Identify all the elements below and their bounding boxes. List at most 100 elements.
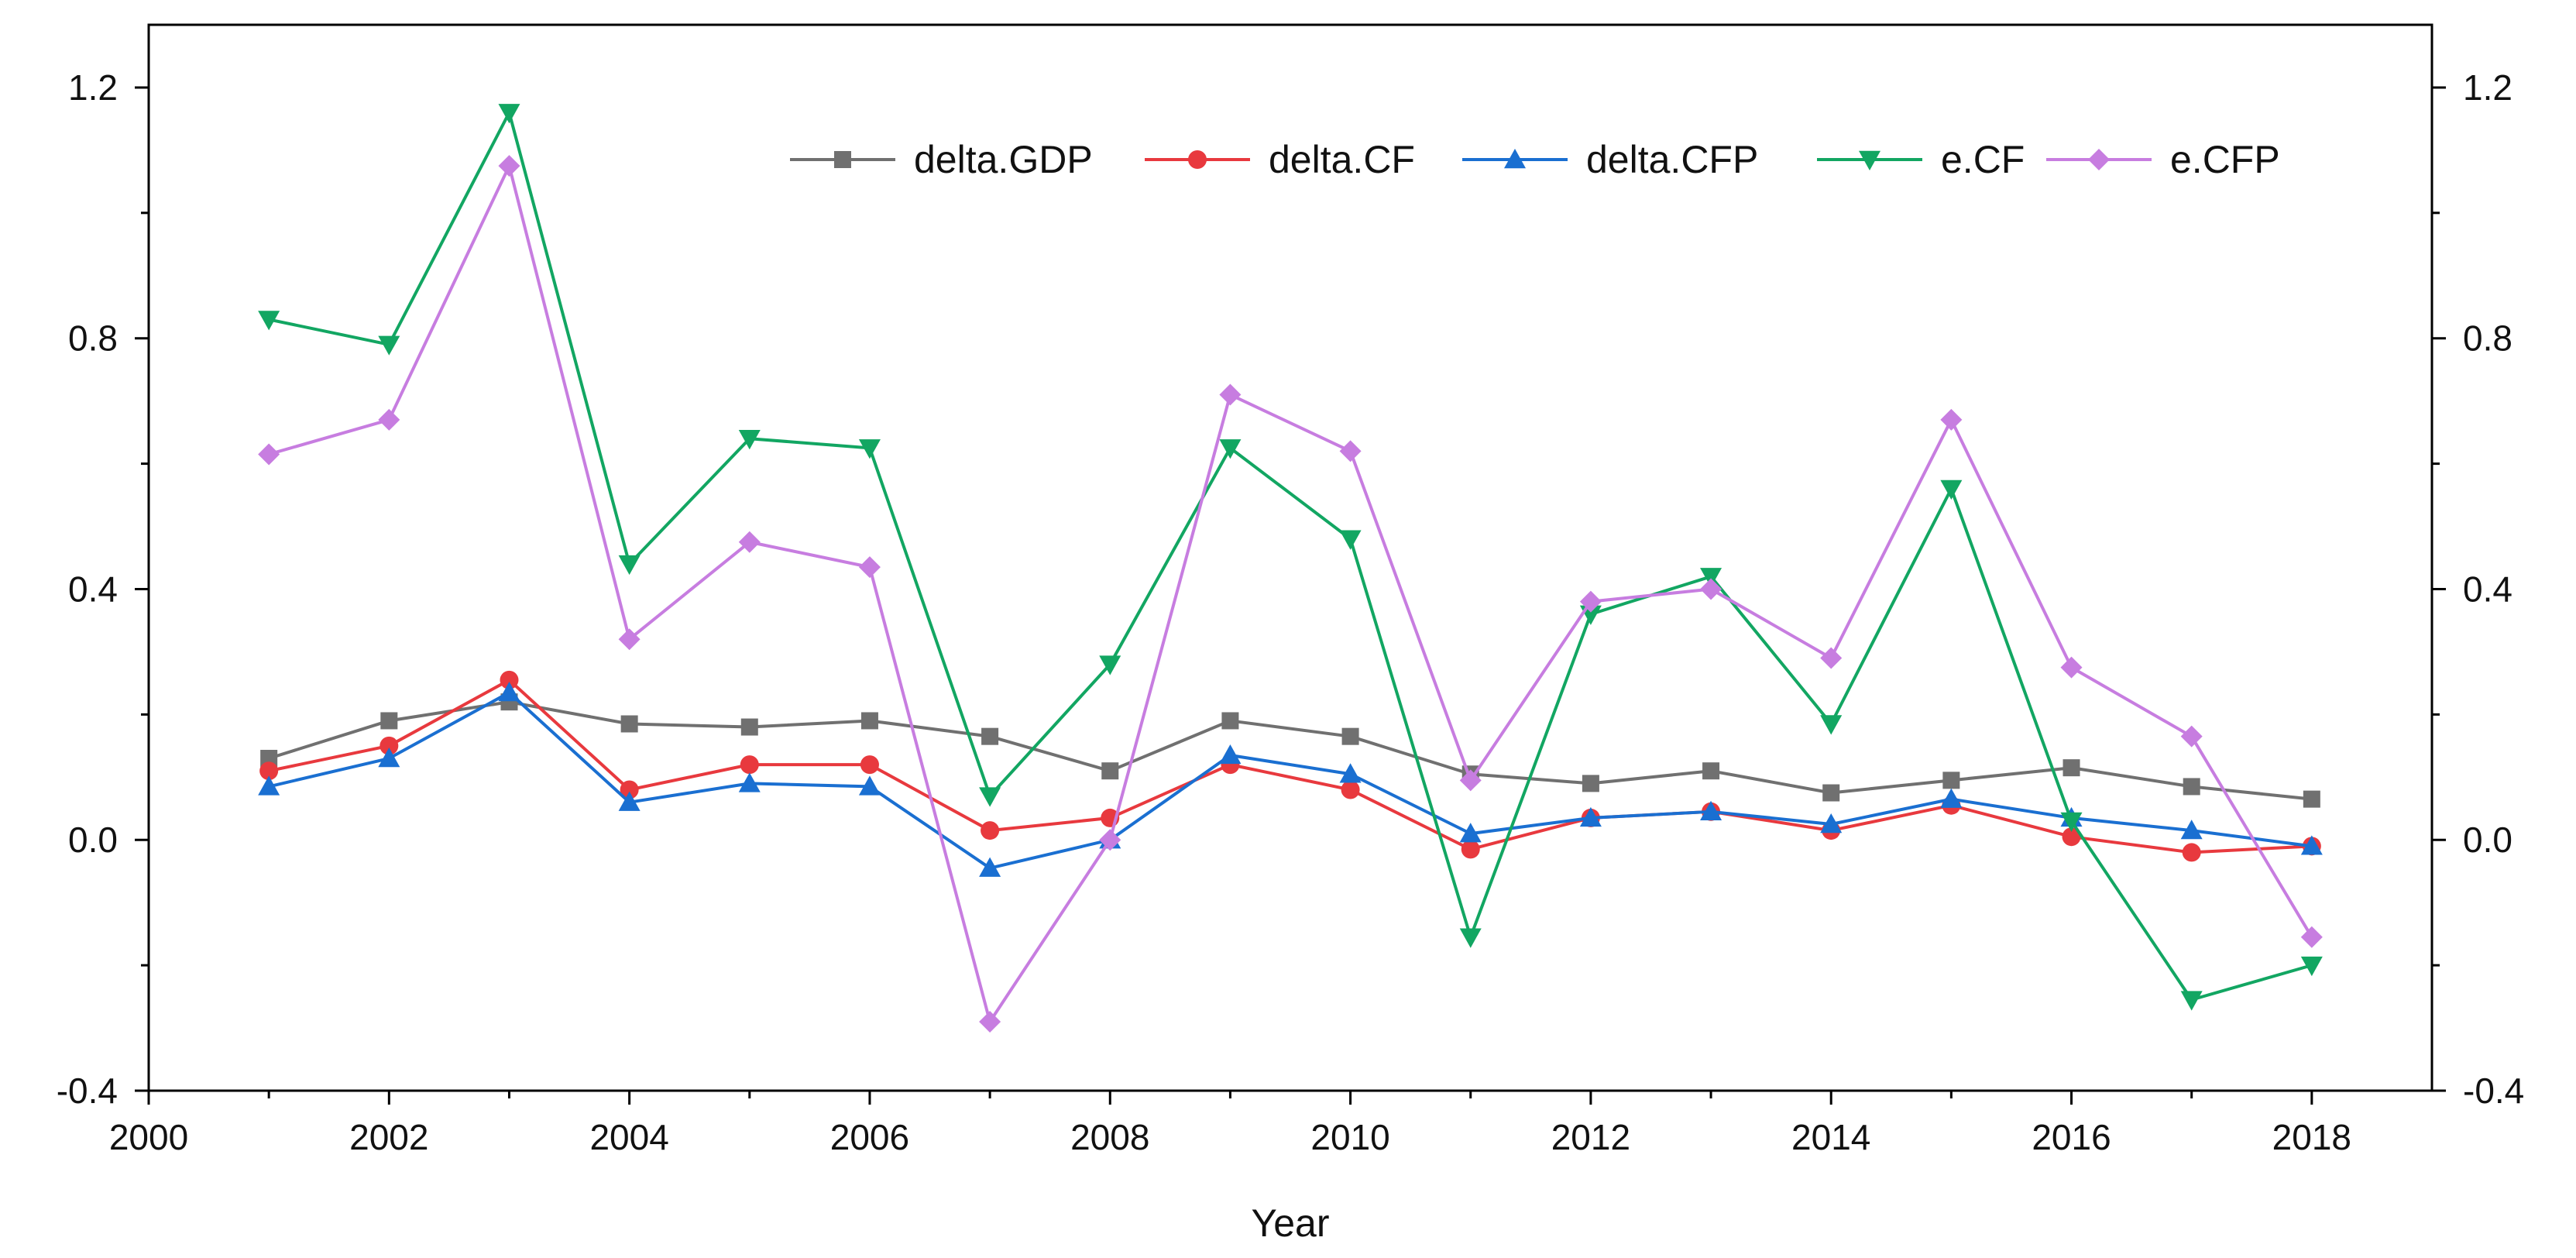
data-point-delta-cfp: [738, 772, 761, 792]
data-point-e-cfp: [1099, 829, 1121, 851]
data-point-delta-cfp: [258, 775, 280, 796]
data-point-e-cfp: [738, 531, 761, 553]
data-point-delta-gdp: [2303, 790, 2320, 808]
x-tick-label: 2012: [1551, 1117, 1630, 1157]
data-point-e-cf: [858, 439, 881, 459]
data-point-e-cfp: [1339, 440, 1362, 462]
y-tick-label-right: 0.8: [2463, 318, 2512, 359]
data-point-delta-cf: [620, 780, 639, 799]
x-tick-label: 2016: [2032, 1117, 2111, 1157]
series-e-cfp: [258, 155, 2323, 1033]
data-point-delta-cfp: [1219, 744, 1242, 765]
legend-item-delta-cf: delta.CF: [1145, 138, 1415, 181]
data-point-delta-cfp: [1339, 763, 1362, 783]
data-point-delta-cf: [740, 755, 759, 775]
data-point-e-cfp: [1820, 647, 1843, 669]
y-tick-label-right: 0.4: [2463, 569, 2512, 609]
data-point-e-cf: [2180, 991, 2203, 1011]
y-tick-label-right: 1.2: [2463, 67, 2512, 108]
legend-item-e-cfp: e.CFP: [2046, 138, 2280, 181]
y-tick-label-left: 1.2: [68, 67, 118, 108]
data-point-delta-gdp: [620, 715, 638, 733]
data-point-e-cfp: [498, 155, 520, 177]
data-point-e-cfp: [258, 443, 280, 466]
data-point-e-cf: [1940, 479, 1963, 500]
data-point-delta-gdp: [860, 712, 878, 730]
data-point-delta-gdp: [740, 718, 758, 736]
series-line-e-cf: [268, 111, 2313, 1002]
legend-label: delta.CFP: [1586, 138, 1758, 181]
y-tick-label-left: 0.4: [68, 569, 118, 609]
data-point-delta-cfp: [1459, 823, 1482, 843]
x-tick-label: 2004: [589, 1117, 668, 1157]
plot-frame: [147, 23, 2433, 1092]
legend-swatch-marker: [2088, 149, 2110, 170]
legend-swatch-marker: [1504, 149, 1526, 169]
data-point-e-cfp: [2300, 926, 2323, 948]
x-axis-title: Year: [1251, 1201, 1329, 1245]
data-point-delta-gdp: [380, 712, 398, 730]
series-line-delta-gdp: [268, 700, 2313, 801]
data-point-e-cf: [1459, 928, 1482, 948]
data-point-e-cfp: [1219, 383, 1242, 406]
data-point-delta-gdp: [2183, 778, 2200, 796]
data-point-e-cfp: [1700, 578, 1722, 600]
y-tick-label-right: -0.4: [2463, 1071, 2524, 1111]
data-point-e-cfp: [378, 408, 400, 431]
data-point-e-cf: [1219, 439, 1242, 459]
data-point-delta-cf: [1461, 840, 1480, 859]
data-point-e-cf: [2300, 956, 2323, 977]
data-point-e-cf: [1820, 715, 1843, 735]
data-point-delta-cfp: [2300, 835, 2323, 855]
data-point-delta-gdp: [1702, 762, 1720, 780]
data-point-delta-cfp: [1820, 813, 1843, 834]
data-point-delta-gdp: [981, 727, 999, 745]
data-point-delta-cf: [860, 755, 879, 775]
data-point-delta-cfp: [1700, 800, 1722, 821]
data-point-e-cf: [738, 430, 761, 450]
data-point-delta-cfp: [618, 791, 641, 811]
data-point-delta-gdp: [260, 750, 278, 768]
x-tick-label: 2008: [1070, 1117, 1149, 1157]
data-point-delta-cf: [500, 670, 519, 689]
y-tick-label-left: 0.0: [68, 820, 118, 860]
data-point-e-cf: [1339, 530, 1362, 550]
legend-item-delta-cfp: delta.CFP: [1462, 138, 1758, 181]
series-e-cf: [258, 104, 2323, 1011]
data-point-delta-cf: [380, 736, 399, 755]
series-layer: [258, 104, 2323, 1033]
legend-item-e-cf: e.CF: [1817, 138, 2025, 181]
data-point-e-cfp: [2180, 725, 2203, 748]
data-point-e-cfp: [1940, 408, 1963, 431]
legend-label: delta.GDP: [914, 138, 1093, 181]
legend: delta.GDP delta.CF delta.CFP e.CF e.CFP: [790, 138, 2280, 181]
x-tick-label: 2002: [349, 1117, 428, 1157]
data-point-e-cf: [378, 335, 400, 356]
data-point-delta-gdp: [1101, 762, 1119, 780]
data-point-delta-cf: [1341, 780, 1360, 799]
data-point-e-cf: [498, 104, 520, 124]
data-point-delta-cfp: [1940, 788, 1963, 808]
data-point-e-cfp: [858, 556, 881, 579]
series-delta-cfp: [258, 682, 2323, 877]
legend-swatch-marker: [1188, 150, 1207, 169]
data-point-delta-gdp: [1221, 712, 1239, 730]
data-point-delta-cf: [2062, 827, 2081, 847]
axes: [147, 23, 2433, 1092]
data-point-delta-cfp: [498, 682, 520, 702]
x-tick-label: 2014: [1791, 1117, 1870, 1157]
data-point-delta-cf: [2182, 843, 2201, 862]
data-point-e-cfp: [1459, 769, 1482, 792]
data-point-e-cfp: [1579, 590, 1602, 613]
series-delta-cf: [259, 670, 2321, 862]
legend-label: e.CFP: [2170, 138, 2280, 181]
data-point-delta-gdp: [2063, 759, 2080, 777]
data-point-delta-cfp: [979, 857, 1001, 877]
data-point-delta-gdp: [1942, 772, 1960, 789]
series-delta-gdp: [260, 693, 2320, 808]
legend-label: delta.CF: [1269, 138, 1415, 181]
data-point-delta-cf: [981, 821, 1000, 840]
x-tick-label: 2018: [2272, 1117, 2351, 1157]
